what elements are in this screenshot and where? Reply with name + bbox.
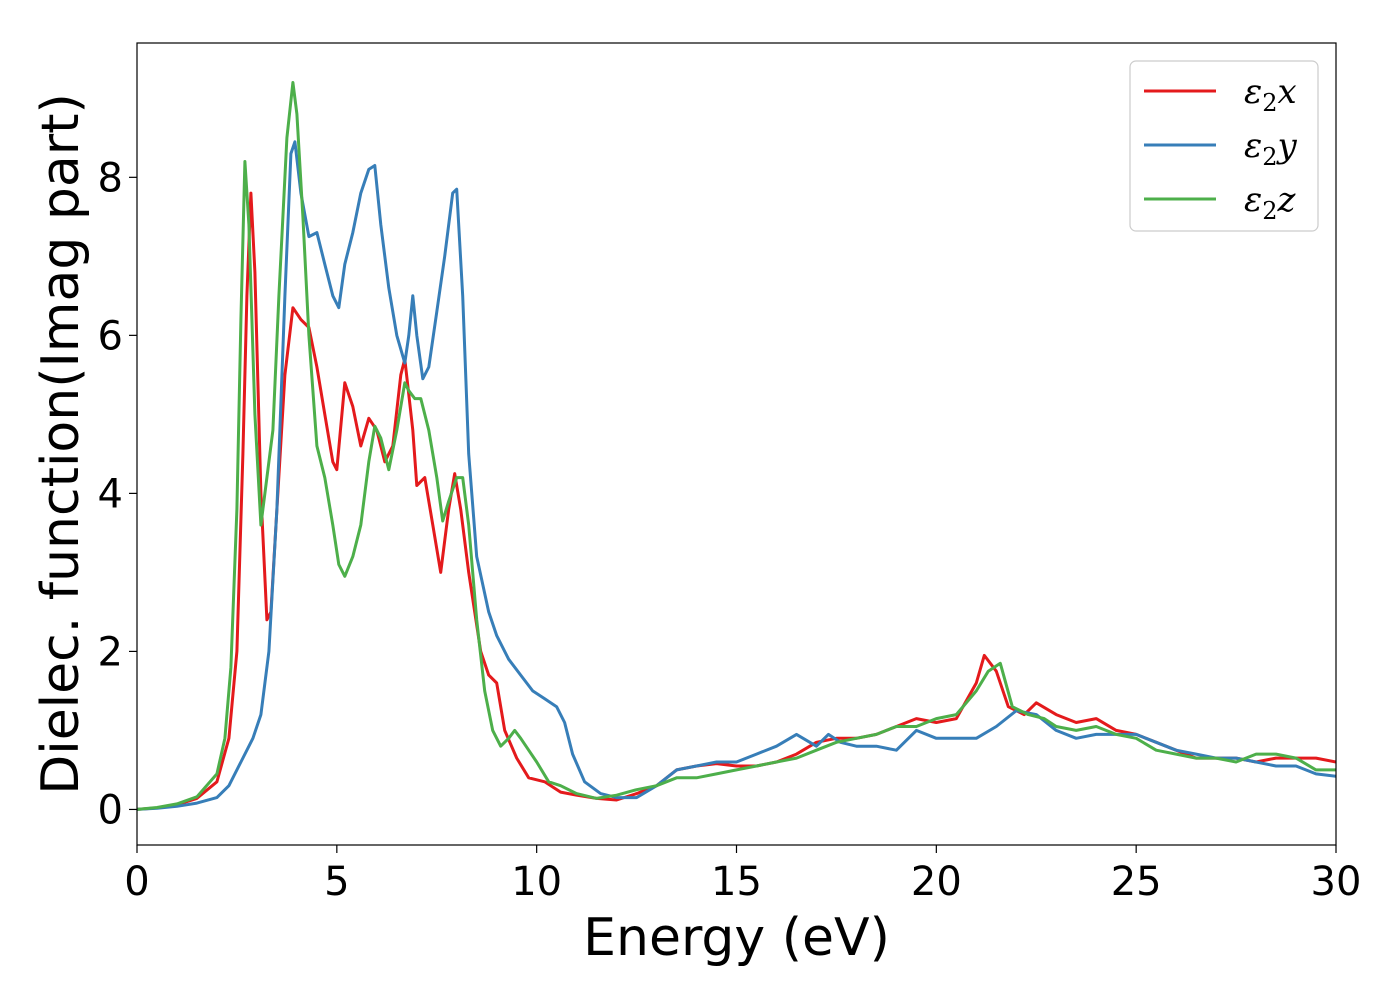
y-tick-label: 8: [98, 155, 123, 201]
x-tick-label: 15: [711, 859, 762, 905]
legend-entry-y: ε2y: [1144, 126, 1298, 171]
series-line-x: [137, 191, 1336, 811]
legend-entry-x: ε2x: [1144, 72, 1297, 117]
y-tick-label: 6: [98, 313, 123, 359]
plot-area: [137, 81, 1336, 811]
x-axis-title: Energy (eV): [583, 908, 890, 968]
legend-label: ε2z: [1244, 180, 1297, 225]
y-tick-label: 2: [98, 629, 123, 675]
y-axis-title: Dielec. function(Imag part): [31, 93, 91, 795]
x-tick-label: 25: [1111, 859, 1162, 905]
legend-entry-z: ε2z: [1144, 180, 1297, 225]
legend-label: ε2x: [1244, 72, 1297, 117]
x-tick-label: 5: [324, 859, 349, 905]
x-tick-label: 30: [1311, 859, 1362, 905]
x-tick-label: 20: [911, 859, 962, 905]
axes: 0 5 10 15 20 25 30 0 2 4 6 8: [98, 42, 1362, 905]
x-tick-label: 0: [124, 859, 149, 905]
y-tick-label: 4: [98, 471, 123, 517]
series-line-z: [137, 81, 1336, 811]
legend-label: ε2y: [1244, 126, 1298, 171]
legend: ε2x ε2y ε2z: [1129, 60, 1319, 232]
y-tick-label: 0: [98, 787, 123, 833]
legend-box: [1129, 60, 1319, 232]
x-tick-label: 10: [511, 859, 562, 905]
